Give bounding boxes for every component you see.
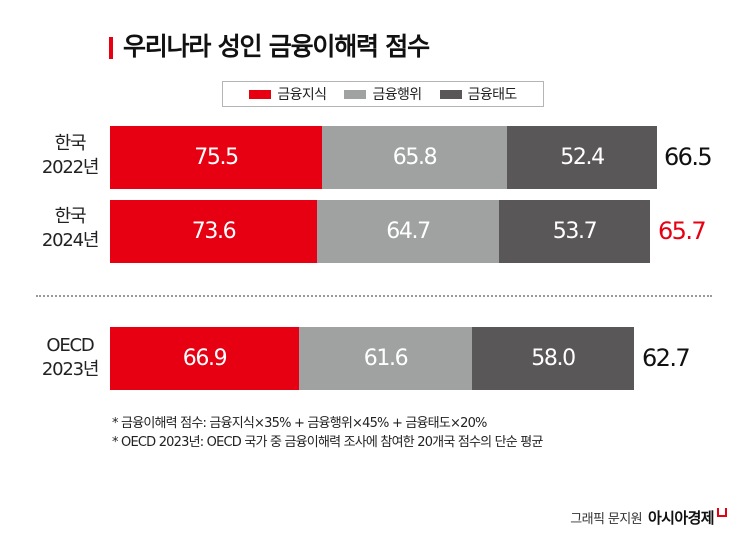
bar-segment-knowledge: 75.5 <box>110 126 322 189</box>
footnote-formula: * 금융이해력 점수: 금융지식×35% + 금융행위×45% + 금융태도×2… <box>112 416 487 431</box>
legend-label: 금융행위 <box>372 87 422 103</box>
row-label-oecd-2023: OECD 2023년 <box>30 334 110 382</box>
bar-segment-attitude: 52.4 <box>507 126 657 189</box>
legend-item-behavior: 금융행위 <box>344 84 422 104</box>
bar-segment-behavior: 65.8 <box>322 126 507 189</box>
stacked-bar-korea-2022: 75.5 65.8 52.4 <box>110 126 657 189</box>
row-label-korea-2022: 한국 2022년 <box>30 132 110 180</box>
brand-name: 아시아경제 <box>647 509 715 527</box>
stacked-bar-korea-2024: 73.6 64.7 53.7 <box>110 200 650 263</box>
row-label-line2: 2024년 <box>41 230 100 251</box>
row-label-line1: 한국 <box>54 206 87 227</box>
legend-item-knowledge: 금융지식 <box>249 84 327 104</box>
bar-segment-knowledge: 66.9 <box>110 327 299 390</box>
bar-segment-behavior: 64.7 <box>317 200 499 263</box>
footnote-oecd: * OECD 2023년: OECD 국가 중 금융이해력 조사에 참여한 20… <box>112 435 543 450</box>
chart-title: 우리나라 성인 금융이해력 점수 <box>123 32 430 61</box>
credit-text: 그래픽 문지원 <box>570 512 642 527</box>
stacked-bar-oecd-2023: 66.9 61.6 58.0 <box>110 327 634 390</box>
row-label-line1: OECD <box>46 335 94 356</box>
total-score-korea-2024: 65.7 <box>658 217 707 245</box>
row-label-line2: 2022년 <box>41 157 100 178</box>
section-divider <box>36 295 712 297</box>
legend-label: 금융태도 <box>467 87 518 103</box>
legend-swatch-attitude <box>439 89 462 99</box>
legend-swatch-behavior <box>344 89 367 99</box>
total-score-korea-2022: 66.5 <box>664 143 713 171</box>
legend-swatch-knowledge <box>249 89 272 99</box>
row-label-korea-2024: 한국 2024년 <box>30 205 110 253</box>
title-accent-bar <box>109 37 113 59</box>
legend-item-attitude: 금융태도 <box>439 84 518 104</box>
legend: 금융지식 금융행위 금융태도 <box>222 81 544 107</box>
bar-segment-attitude: 58.0 <box>472 327 634 390</box>
row-label-line2: 2023년 <box>41 359 100 380</box>
brand-logo-icon <box>717 508 727 517</box>
bar-segment-knowledge: 73.6 <box>110 200 317 263</box>
bar-segment-attitude: 53.7 <box>499 200 650 263</box>
row-label-line1: 한국 <box>54 133 87 154</box>
legend-label: 금융지식 <box>277 87 327 103</box>
credit: 그래픽 문지원 아시아경제 <box>570 507 727 528</box>
total-score-oecd-2023: 62.7 <box>642 344 691 372</box>
bar-segment-behavior: 61.6 <box>299 327 472 390</box>
